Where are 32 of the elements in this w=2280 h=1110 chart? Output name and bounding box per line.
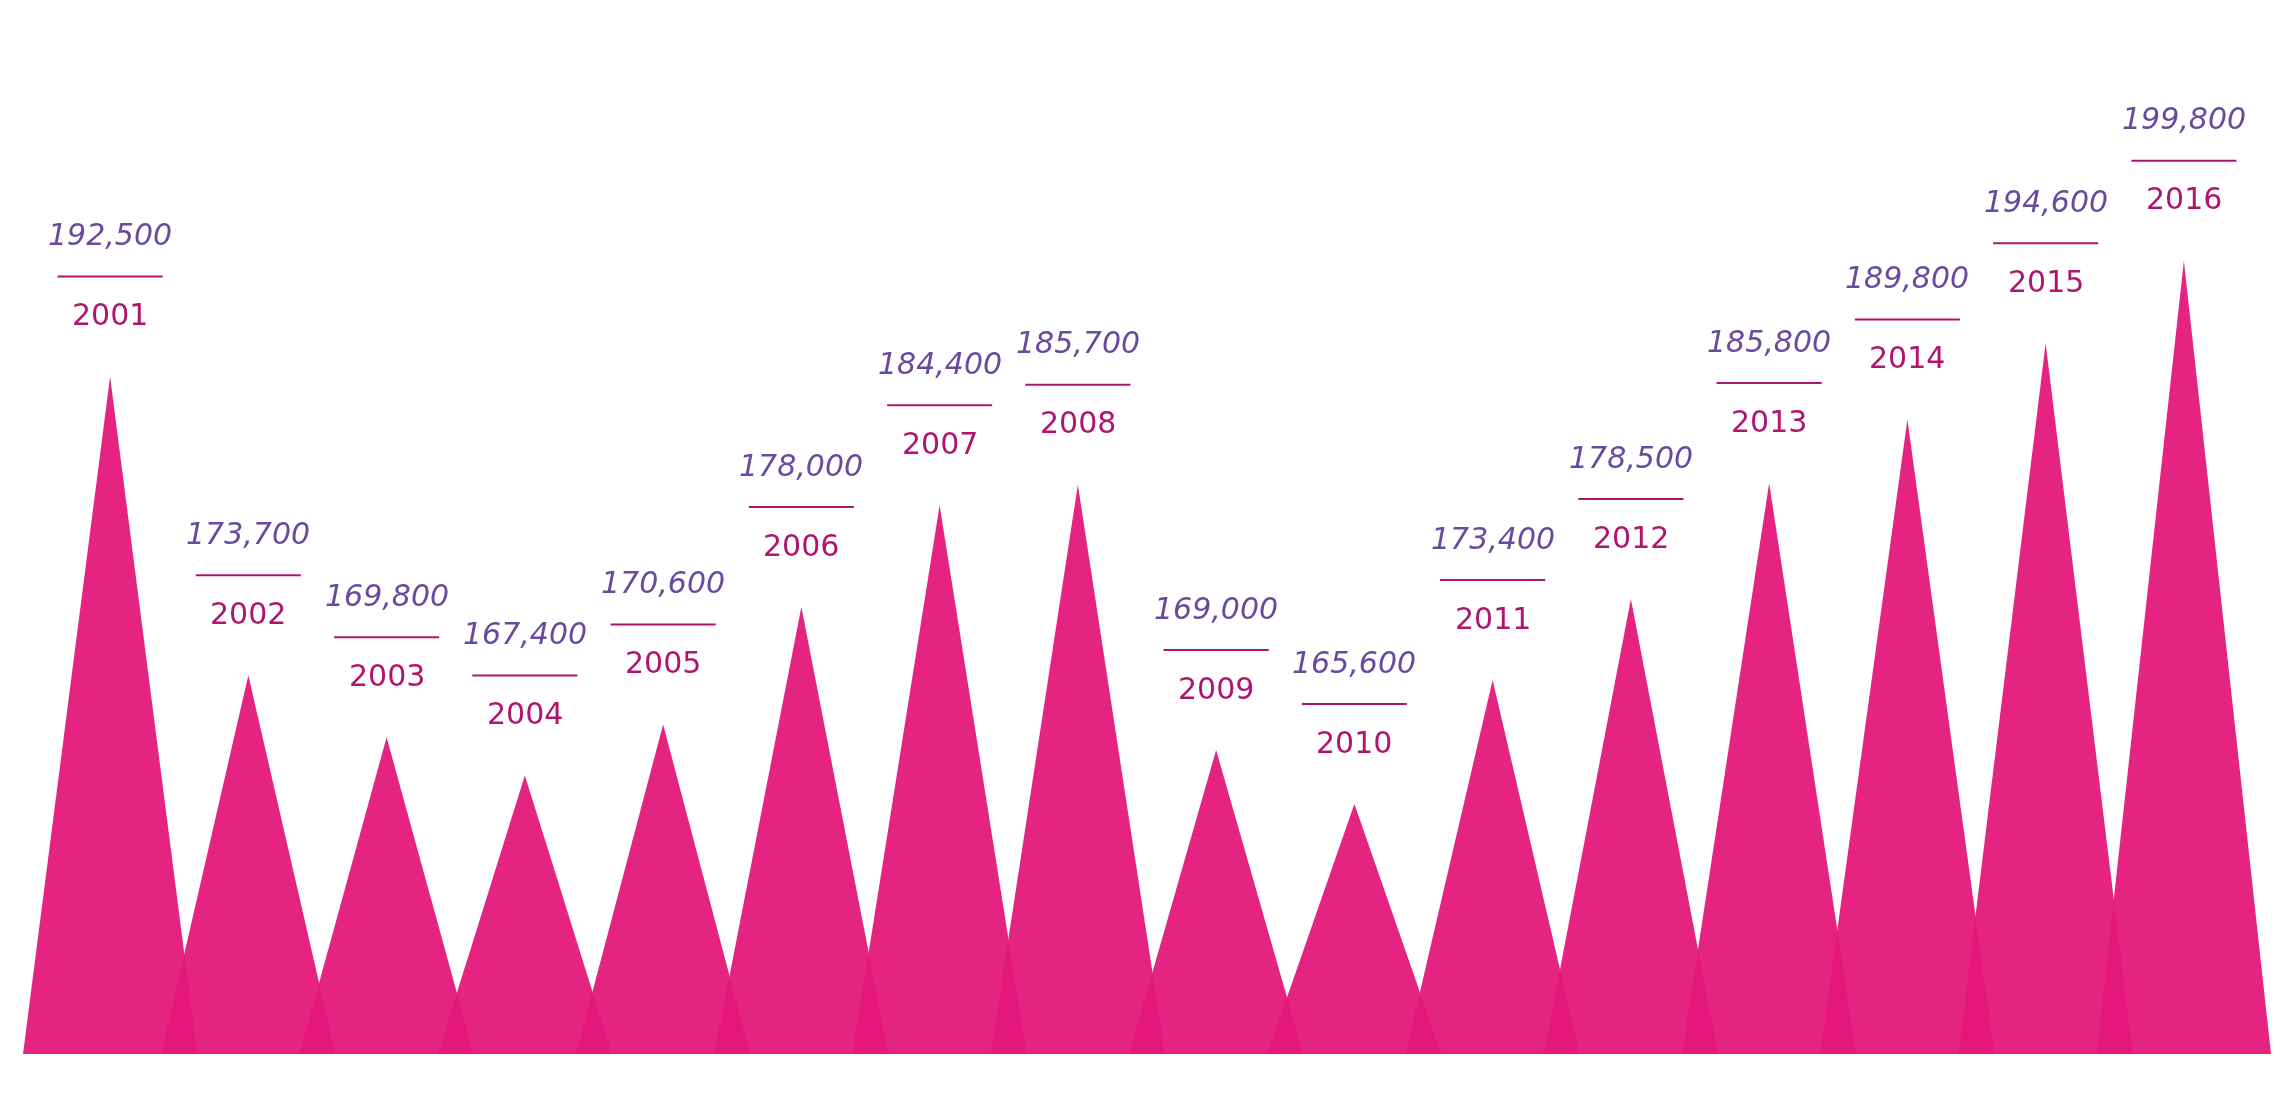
data-label: 165,600 [1292, 645, 1417, 680]
category-label: 2011 [1455, 601, 1532, 636]
data-label: 185,800 [1707, 324, 1832, 359]
category-label: 2015 [2008, 264, 2085, 299]
category-label: 2001 [72, 297, 149, 332]
data-label: 173,400 [1431, 521, 1556, 556]
category-label: 2009 [1178, 671, 1255, 706]
category-label: 2004 [487, 696, 564, 731]
category-label: 2012 [1593, 520, 1670, 555]
data-label: 170,600 [601, 565, 726, 600]
data-label: 185,700 [1016, 325, 1141, 360]
data-label: 178,500 [1569, 440, 1694, 475]
data-label: 167,400 [463, 616, 588, 651]
data-label: 194,600 [1984, 184, 2109, 219]
data-label: 178,000 [739, 448, 864, 483]
data-label: 199,800 [2122, 101, 2247, 136]
category-label: 2016 [2146, 181, 2223, 216]
category-label: 2008 [1040, 405, 1117, 440]
category-label: 2010 [1316, 725, 1393, 760]
category-label: 2014 [1869, 340, 1946, 375]
category-label: 2013 [1731, 404, 1808, 439]
data-label: 169,800 [325, 578, 450, 613]
data-label: 184,400 [878, 346, 1003, 381]
category-label: 2005 [625, 645, 702, 680]
data-label: 192,500 [48, 217, 173, 252]
data-label: 189,800 [1845, 260, 1970, 295]
category-label: 2002 [210, 596, 287, 631]
category-label: 2003 [349, 658, 426, 693]
category-label: 2007 [902, 426, 979, 461]
category-label: 2006 [763, 528, 840, 563]
data-label: 173,700 [186, 516, 311, 551]
data-label: 169,000 [1154, 591, 1279, 626]
